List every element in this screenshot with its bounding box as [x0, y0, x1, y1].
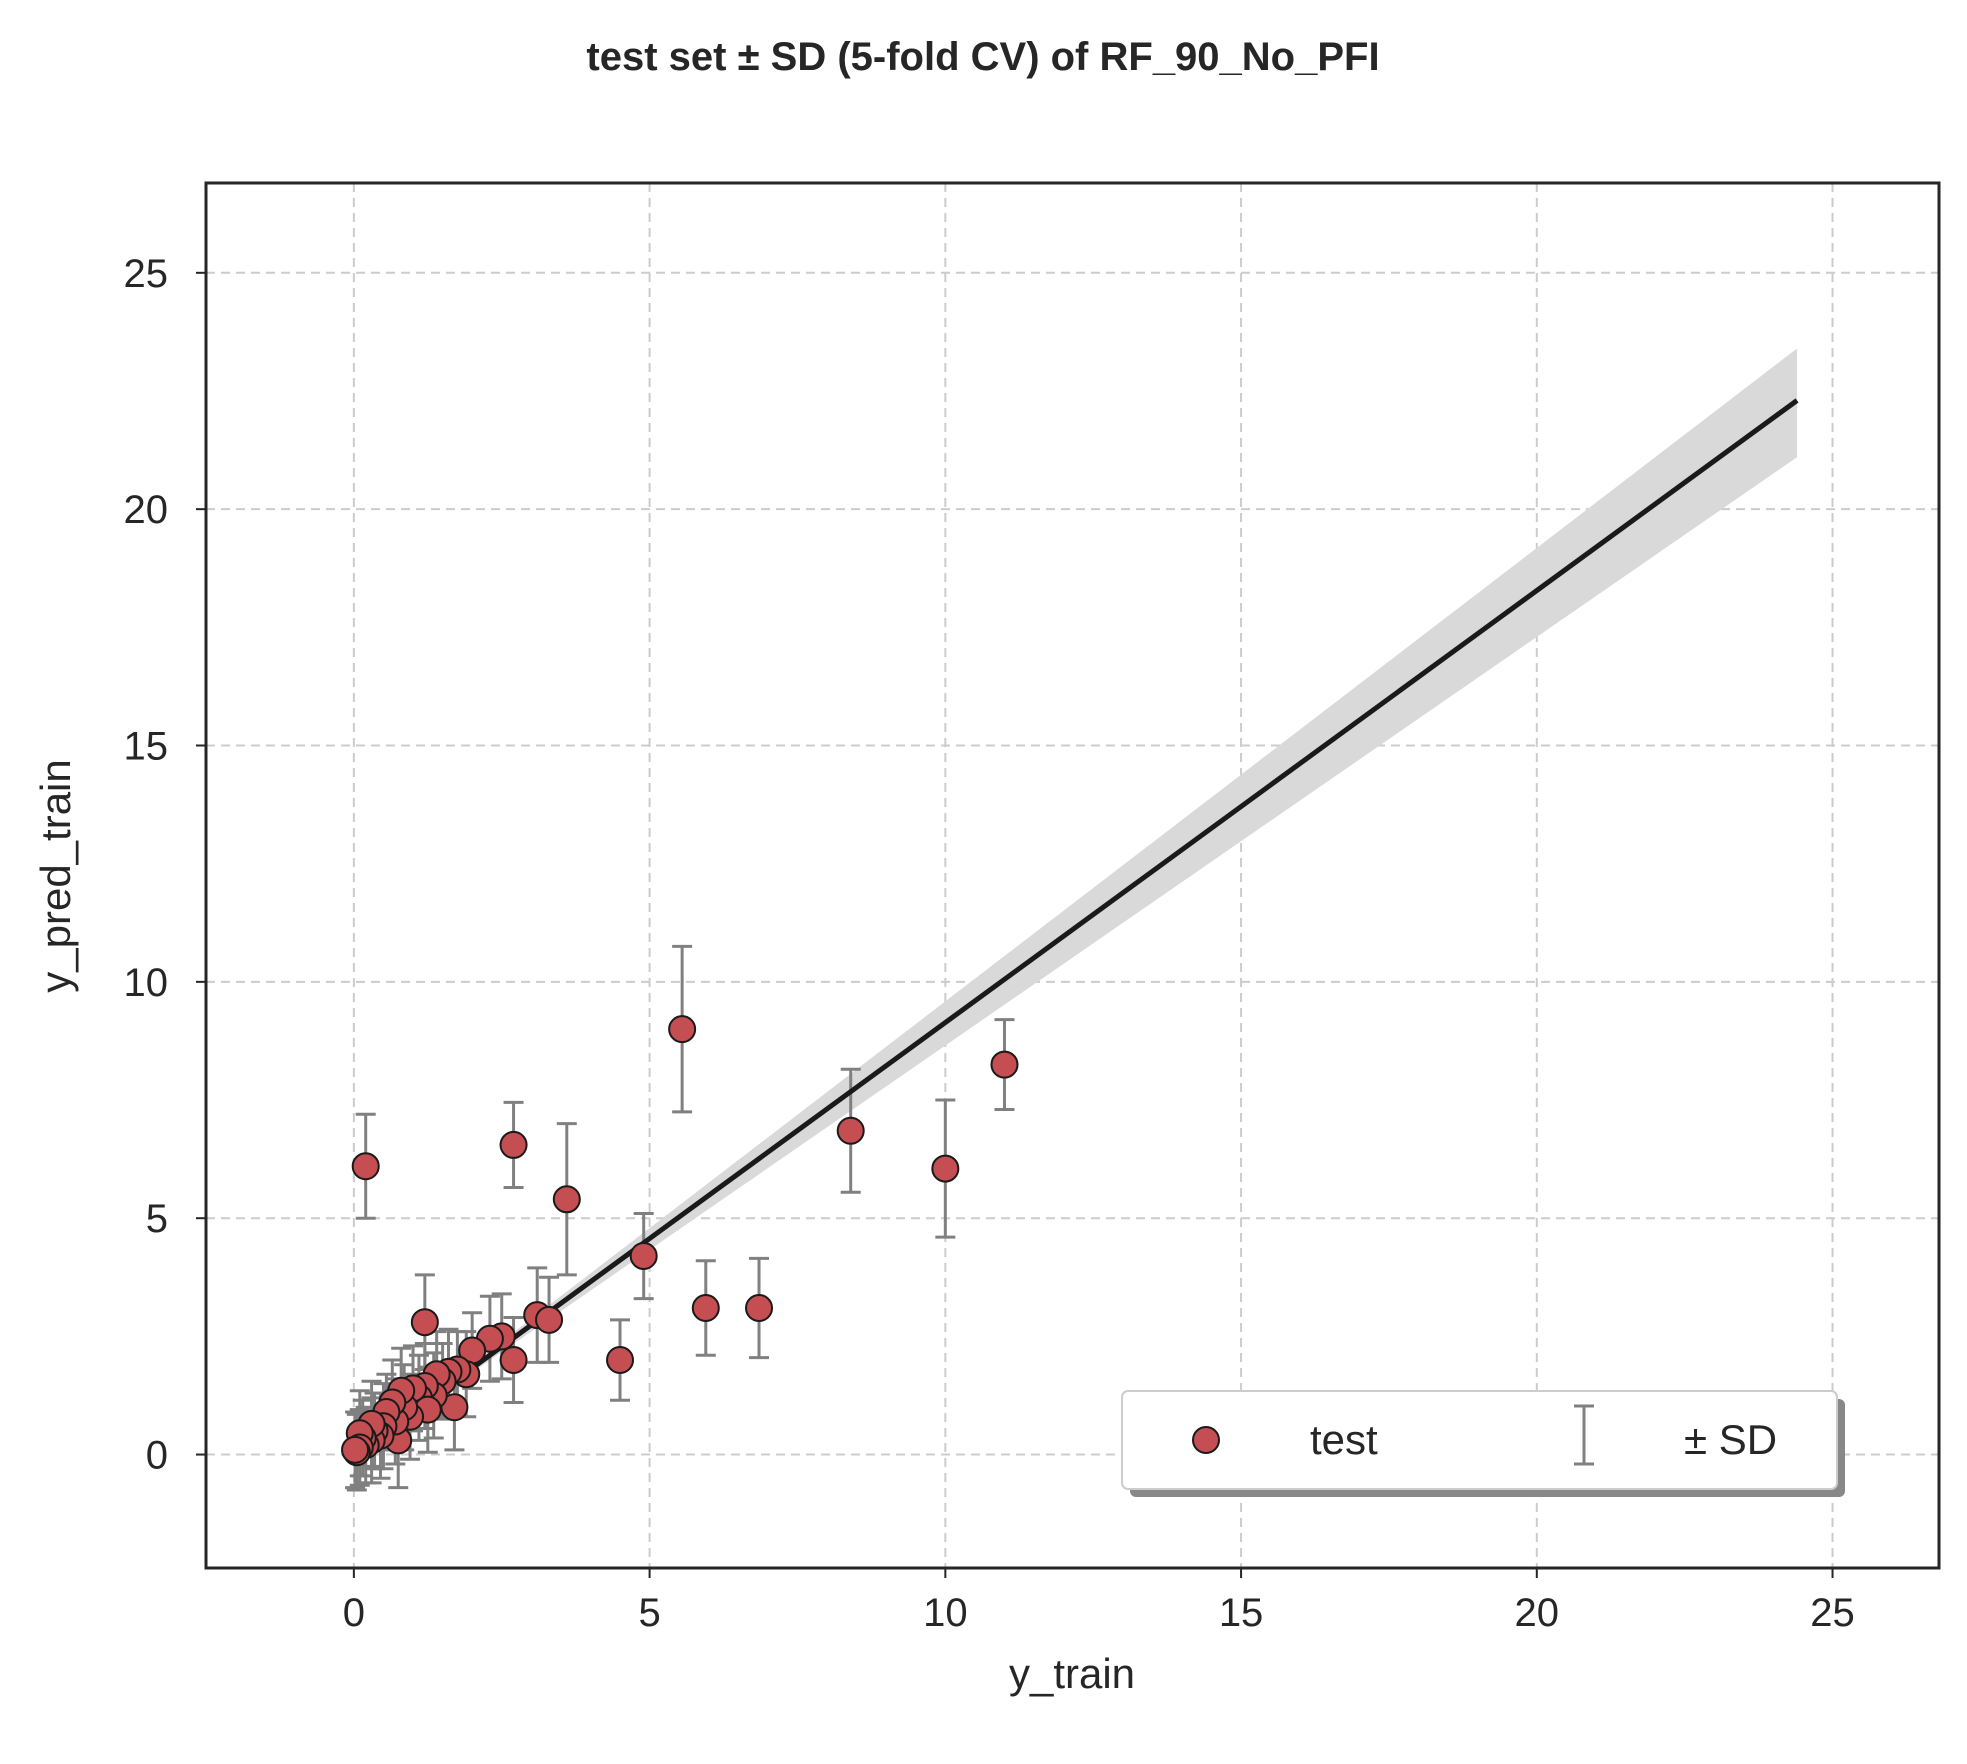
data-point: [552, 1185, 581, 1214]
legend-box: [1121, 1390, 1838, 1490]
x-tick-label: 15: [1219, 1591, 1264, 1635]
data-point: [535, 1305, 564, 1334]
data-point: [351, 1152, 380, 1181]
legend-label-test: test: [1310, 1416, 1378, 1463]
data-point: [410, 1308, 439, 1337]
y-axis-label: y_pred_train: [32, 759, 79, 992]
y-tick-label: 5: [146, 1197, 168, 1241]
x-axis-label: y_train: [1009, 1650, 1135, 1697]
legend-marker-sd: [1574, 1404, 1594, 1466]
data-point: [836, 1116, 865, 1145]
legend-label-sd: ± SD: [1684, 1416, 1777, 1463]
regression-line-path: [352, 398, 1799, 1457]
data-point: [990, 1050, 1019, 1079]
y-tick-label: 25: [124, 252, 169, 296]
x-tick-label: 0: [343, 1591, 365, 1635]
data-point: [691, 1294, 720, 1323]
data-point: [341, 1435, 370, 1464]
x-tick-label: 5: [638, 1591, 660, 1635]
legend-marker-test: [1192, 1426, 1220, 1454]
y-tick-label: 15: [124, 725, 169, 769]
x-tick-label: 20: [1515, 1591, 1560, 1635]
data-point: [606, 1346, 635, 1375]
data-point: [499, 1130, 528, 1159]
x-tick-label: 10: [923, 1591, 968, 1635]
confidence-band-area: [353, 348, 1798, 1462]
chart-title: test set ± SD (5-fold CV) of RF_90_No_PF…: [586, 35, 1379, 79]
data-point: [745, 1294, 774, 1323]
data-point: [499, 1346, 528, 1375]
confidence-band: [353, 348, 1798, 1462]
data-points: [341, 1015, 1019, 1467]
data-point: [668, 1015, 697, 1044]
legend: test ± SD: [1121, 1390, 1845, 1497]
data-point: [629, 1242, 658, 1271]
data-point: [931, 1154, 960, 1183]
y-tick-label: 20: [124, 488, 169, 532]
y-tick-label: 10: [124, 961, 169, 1005]
y-tick-label: 0: [146, 1434, 168, 1478]
x-tick-label: 25: [1810, 1591, 1855, 1635]
plot-frame: [204, 181, 1941, 1570]
y-axis-ticks: 0 5 10 15 20 25: [124, 252, 206, 1478]
regression-line: [352, 398, 1799, 1457]
x-axis-ticks: 0 5 10 15 20 25: [343, 1568, 1855, 1635]
